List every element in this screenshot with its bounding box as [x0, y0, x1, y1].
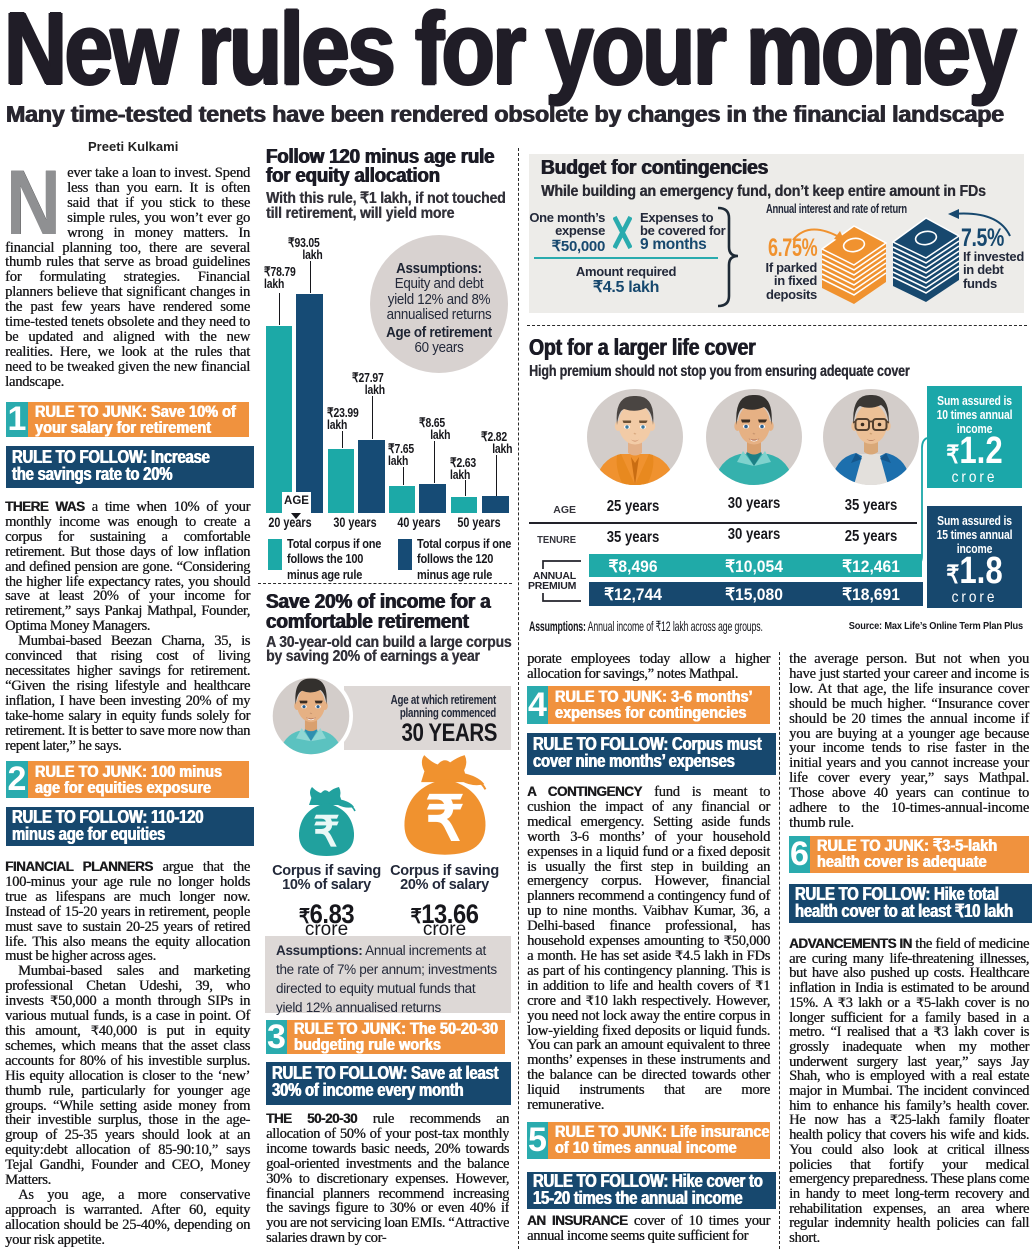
svg-text:₹: ₹ — [425, 785, 465, 854]
svg-text:₹: ₹ — [313, 808, 340, 855]
